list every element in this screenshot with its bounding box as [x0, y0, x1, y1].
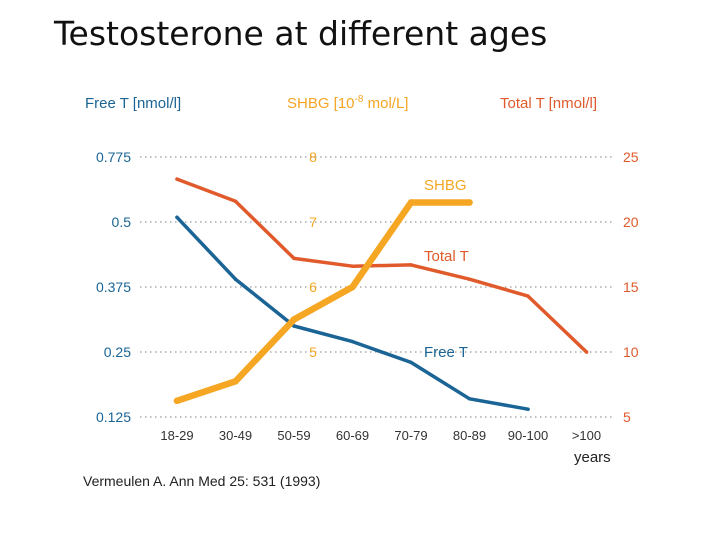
right-tick-label: 20 — [623, 214, 639, 230]
left-ticks: 0.125 0.25 0.375 0.5 0.775 — [96, 149, 131, 425]
total-t-line — [175, 177, 589, 354]
left-tick-label: 0.775 — [96, 149, 131, 165]
free-t-point — [467, 397, 472, 401]
grid-layer — [140, 156, 612, 418]
right-tick-label: 15 — [623, 279, 639, 295]
right-tick-label: 25 — [623, 149, 639, 165]
free-t-point — [409, 360, 413, 365]
right-ticks: 5 10 15 20 25 — [623, 149, 639, 425]
x-axis-label: years — [574, 449, 611, 466]
total-t-point — [175, 177, 179, 181]
free-t-series-label: Free T — [424, 344, 468, 361]
right-tick-label: 5 — [623, 409, 631, 425]
middle-tick-label: 8 — [309, 149, 317, 165]
free-t-point — [233, 277, 238, 281]
shbg-series-label: SHBG — [424, 177, 467, 194]
x-tick-label: 18-29 — [160, 428, 193, 443]
left-tick-label: 0.125 — [96, 409, 131, 425]
x-tick-label: 90-100 — [508, 428, 548, 443]
total-t-point — [292, 256, 296, 261]
right-axis-label: Total T [nmol/l] — [500, 95, 597, 112]
total-t-point — [233, 199, 238, 203]
shbg-point — [232, 378, 239, 385]
free-t-point — [350, 339, 355, 344]
citation: Vermeulen A. Ann Med 25: 531 (1993) — [83, 473, 320, 489]
middle-tick-label: 6 — [309, 279, 317, 295]
left-tick-label: 0.375 — [96, 279, 131, 295]
middle-axis-label-main: SHBG [10 — [287, 95, 355, 112]
total-t-point — [526, 294, 530, 298]
x-tick-label: 50-59 — [277, 428, 310, 443]
free-t-point — [175, 215, 179, 220]
x-tick-label: 30-49 — [219, 428, 252, 443]
x-tick-label: 60-69 — [336, 428, 369, 443]
left-axis-label: Free T [nmol/l] — [85, 95, 181, 112]
shbg-point — [173, 397, 181, 405]
middle-axis-label-tail: mol/L] — [363, 95, 408, 112]
total-t-point — [350, 264, 355, 268]
total-t-point — [584, 350, 589, 354]
middle-axis-label-sup: -8 — [355, 94, 364, 105]
shbg-point — [466, 199, 473, 206]
x-tick-label: 70-79 — [394, 428, 427, 443]
total-t-series-label: Total T — [424, 248, 469, 265]
x-tick-label: >100 — [572, 428, 601, 443]
shbg-point — [407, 199, 415, 206]
middle-tick-label: 5 — [309, 344, 317, 360]
left-tick-label: 0.5 — [112, 214, 132, 230]
slide-title: Testosterone at different ages — [54, 14, 548, 53]
middle-axis-label: SHBG [10-8 mol/L] — [287, 94, 408, 112]
shbg-line — [173, 199, 473, 405]
total-t-point — [409, 263, 413, 267]
middle-ticks: 5 6 7 8 — [309, 149, 317, 360]
shbg-point — [290, 316, 298, 323]
middle-tick-label: 7 — [309, 214, 317, 230]
shbg-point — [349, 283, 356, 291]
left-tick-label: 0.25 — [104, 344, 131, 360]
free-t-point — [526, 407, 530, 411]
right-tick-label: 10 — [623, 344, 639, 360]
series-layer — [173, 177, 589, 411]
total-t-point — [467, 277, 472, 281]
x-tick-label: 80-89 — [453, 428, 486, 443]
x-ticks: 18-29 30-49 50-59 60-69 70-79 80-89 90-100 >100 — [160, 428, 601, 443]
